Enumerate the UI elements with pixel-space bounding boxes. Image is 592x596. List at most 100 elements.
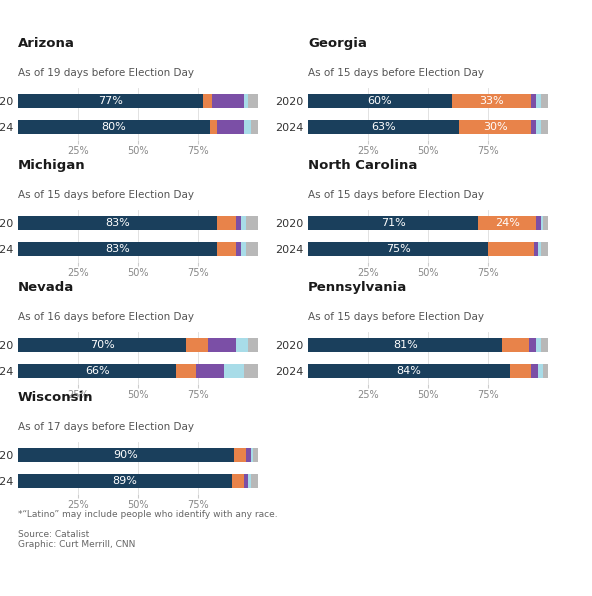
Bar (543, 364, 548, 378)
Bar (529, 338, 536, 352)
Bar (236, 216, 241, 230)
Bar (234, 448, 246, 462)
Text: As of 19 days before Election Day: As of 19 days before Election Day (18, 68, 194, 78)
Bar (208, 338, 236, 352)
Text: As of 16 days before Election Day: As of 16 days before Election Day (18, 312, 194, 322)
Text: 84%: 84% (397, 366, 422, 376)
Bar (249, 338, 258, 352)
Bar (308, 338, 503, 352)
Text: 80%: 80% (102, 122, 126, 132)
Bar (541, 120, 548, 134)
Text: Pennsylvania: Pennsylvania (308, 281, 407, 294)
Bar (18, 94, 203, 108)
Text: 63%: 63% (371, 122, 396, 132)
Bar (243, 364, 258, 378)
Text: As of 15 days before Election Day: As of 15 days before Election Day (18, 190, 194, 200)
Bar (213, 94, 243, 108)
Bar (253, 448, 258, 462)
Bar (251, 474, 258, 488)
Text: 81%: 81% (393, 340, 417, 350)
Bar (186, 338, 208, 352)
Bar (459, 120, 531, 134)
Bar (246, 448, 251, 462)
Text: As of 15 days before Election Day: As of 15 days before Election Day (308, 312, 484, 322)
Bar (203, 94, 213, 108)
Text: 77%: 77% (98, 96, 123, 106)
Text: 89%: 89% (112, 476, 137, 486)
Bar (531, 94, 536, 108)
Bar (18, 120, 210, 134)
Bar (18, 448, 234, 462)
Bar (543, 216, 548, 230)
Bar (241, 216, 246, 230)
Bar (243, 474, 249, 488)
Text: As of 15 days before Election Day: As of 15 days before Election Day (308, 190, 484, 200)
Bar (531, 120, 536, 134)
Text: 83%: 83% (105, 218, 130, 228)
Bar (488, 242, 533, 256)
Text: Arizona: Arizona (18, 37, 75, 50)
Bar (510, 364, 531, 378)
Bar (18, 338, 186, 352)
Bar (246, 242, 258, 256)
Text: 24%: 24% (495, 218, 520, 228)
Bar (18, 474, 231, 488)
Text: 75%: 75% (385, 244, 410, 254)
Text: 60%: 60% (368, 96, 392, 106)
Bar (308, 242, 488, 256)
Text: 70%: 70% (89, 340, 114, 350)
Bar (249, 94, 258, 108)
Bar (536, 216, 541, 230)
Bar (176, 364, 195, 378)
Bar (231, 474, 243, 488)
Bar (217, 120, 243, 134)
Text: North Carolina: North Carolina (308, 159, 417, 172)
Bar (452, 94, 531, 108)
Text: 90%: 90% (114, 450, 139, 460)
Bar (18, 216, 217, 230)
Bar (536, 120, 541, 134)
Bar (251, 448, 253, 462)
Text: As of 15 days before Election Day: As of 15 days before Election Day (308, 68, 484, 78)
Text: Georgia: Georgia (308, 37, 367, 50)
Bar (236, 242, 241, 256)
Text: 83%: 83% (105, 244, 130, 254)
Bar (541, 338, 548, 352)
Bar (243, 120, 251, 134)
Text: Nevada: Nevada (18, 281, 74, 294)
Bar (536, 94, 541, 108)
Text: Source: Catalist
Graphic: Curt Merrill, CNN: Source: Catalist Graphic: Curt Merrill, … (18, 530, 136, 550)
Text: *“Latino” may include people who identify with any race.: *“Latino” may include people who identif… (18, 510, 278, 519)
Bar (18, 364, 176, 378)
Bar (531, 364, 538, 378)
Bar (251, 120, 258, 134)
Text: 71%: 71% (381, 218, 406, 228)
Bar (308, 364, 510, 378)
Bar (243, 94, 249, 108)
Text: As of 17 days before Election Day: As of 17 days before Election Day (18, 422, 194, 432)
Bar (536, 338, 541, 352)
Text: Wisconsin: Wisconsin (18, 391, 94, 404)
Bar (538, 364, 543, 378)
Bar (210, 120, 217, 134)
Bar (541, 242, 548, 256)
Bar (246, 216, 258, 230)
Bar (217, 242, 236, 256)
Bar (224, 364, 243, 378)
Bar (533, 242, 538, 256)
Bar (217, 216, 236, 230)
Bar (241, 242, 246, 256)
Text: 30%: 30% (483, 122, 507, 132)
Bar (308, 216, 478, 230)
Bar (249, 474, 251, 488)
Bar (308, 120, 459, 134)
Bar (541, 94, 548, 108)
Text: Michigan: Michigan (18, 159, 86, 172)
Bar (538, 242, 541, 256)
Text: 66%: 66% (85, 366, 110, 376)
Bar (18, 242, 217, 256)
Text: 33%: 33% (480, 96, 504, 106)
Bar (308, 94, 452, 108)
Bar (503, 338, 529, 352)
Bar (478, 216, 536, 230)
